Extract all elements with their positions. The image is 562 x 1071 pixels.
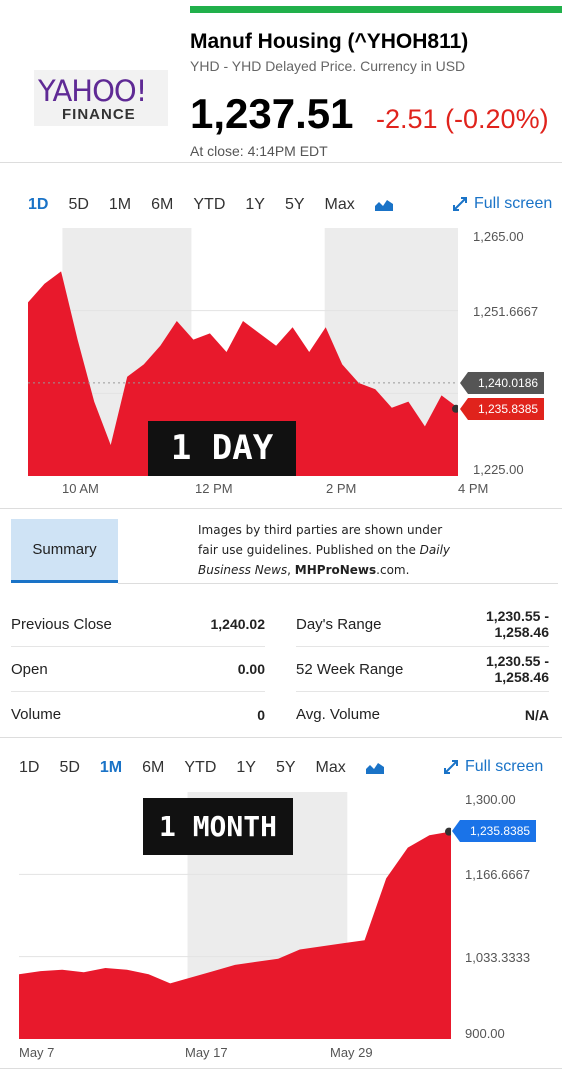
fullscreen-label: Full screen [465, 758, 544, 775]
fullscreen-label: Full screen [474, 195, 553, 212]
range-tab-1y[interactable]: 1Y [245, 196, 265, 213]
stat-label: Volume [11, 706, 62, 723]
stat-label: Previous Close [11, 615, 112, 633]
quote-title: Manuf Housing (^YHOH811) [190, 30, 469, 53]
quote-price: 1,237.51 [190, 90, 354, 137]
series-area [19, 831, 451, 1039]
notice-line: fair use guidelines. Published on the Da… [198, 540, 458, 560]
range-tabs-day: 1D 5D 1M 6M YTD 1Y 5Y Max [28, 196, 393, 214]
stat-label: Open [11, 660, 48, 678]
fair-use-notice: Images by third parties are shown under … [198, 520, 458, 580]
quote-change: -2.51 (-0.20%) [376, 104, 549, 134]
range-tab-6m[interactable]: 6M [142, 759, 165, 776]
range-tab-5y[interactable]: 5Y [275, 759, 296, 776]
stat-value: 0 [257, 706, 265, 723]
last-point-marker [452, 404, 458, 413]
stat-volume: Volume 0 [11, 692, 265, 737]
range-tab-max[interactable]: Max [324, 196, 355, 213]
fullscreen-button-month[interactable]: Full screen [443, 758, 543, 776]
range-high: 1,258.46 [494, 624, 550, 640]
x-tick: 10 AM [62, 481, 99, 496]
x-tick: 12 PM [195, 481, 233, 496]
last-price-tag: 1,235.8385 [459, 398, 545, 420]
yahoo-finance-logo[interactable]: YAHOO! FINANCE [34, 70, 168, 126]
chart-type-icon[interactable] [365, 762, 384, 774]
stat-label: Avg. Volume [296, 706, 380, 723]
last-point-marker [445, 827, 451, 836]
stat-value: N/A [524, 706, 549, 723]
tab-summary-label: Summary [32, 541, 97, 558]
quote-close-time: At close: 4:14PM EDT [190, 143, 328, 159]
logo-subtext: FINANCE [62, 106, 136, 123]
tab-summary[interactable]: Summary [11, 519, 118, 583]
expand-icon [444, 760, 458, 774]
notice-text: , [287, 563, 295, 577]
range-high: 1,258.46 [494, 669, 550, 685]
y-tick: 1,033.3333 [465, 950, 531, 965]
notice-text: fair use guidelines. Published on the [198, 543, 420, 557]
divider [0, 508, 562, 509]
divider [118, 583, 558, 584]
x-tick: May 29 [330, 1045, 373, 1060]
range-low: 1,230.55 - [485, 608, 549, 624]
notice-italic: Business News [198, 563, 288, 577]
range-tab-ytd[interactable]: YTD [193, 196, 226, 213]
range-tab-5d[interactable]: 5D [59, 759, 80, 776]
x-tick: May 17 [185, 1045, 228, 1060]
notice-text: .com. [376, 563, 410, 577]
prev-close-tag: 1,240.0186 [459, 372, 545, 394]
range-tab-5y[interactable]: 5Y [284, 196, 305, 213]
expand-icon [453, 197, 467, 211]
range-tab-1d[interactable]: 1D [28, 196, 49, 213]
notice-line: Business News, MHProNews.com. [198, 560, 458, 580]
last-price-tag: 1,235.8385 [451, 820, 537, 842]
stat-avg-volume: Avg. Volume N/A [296, 692, 549, 737]
range-tab-1m[interactable]: 1M [99, 759, 123, 776]
stat-value: 0.00 [237, 661, 265, 677]
range-low: 1,230.55 - [485, 653, 549, 669]
series-area [28, 271, 458, 476]
y-tick: 1,166.6667 [465, 867, 531, 882]
range-tab-ytd[interactable]: YTD [184, 759, 217, 776]
x-tick: May 7 [19, 1045, 55, 1060]
intraday-chart[interactable] [28, 228, 458, 476]
stat-previous-close: Previous Close 1,240.02 [11, 602, 265, 647]
range-tab-max[interactable]: Max [315, 759, 346, 776]
y-tick: 1,265.00 [473, 229, 524, 244]
y-tick: 1,225.00 [473, 462, 524, 477]
stat-days-range: Day's Range 1,230.55 -1,258.46 [296, 602, 549, 647]
notice-line: Images by third parties are shown under [198, 523, 443, 537]
range-tab-1m[interactable]: 1M [108, 196, 132, 213]
quote-subtitle: YHD - YHD Delayed Price. Currency in USD [190, 58, 466, 74]
x-tick: 2 PM [326, 481, 357, 496]
stat-value: 1,240.02 [210, 616, 266, 632]
y-tick: 900.00 [465, 1026, 505, 1041]
stat-open: Open 0.00 [11, 647, 265, 692]
fullscreen-button-day[interactable]: Full screen [452, 195, 552, 213]
stat-label: 52 Week Range [296, 660, 404, 678]
range-tab-6m[interactable]: 6M [151, 196, 174, 213]
stat-value: 1,230.55 -1,258.46 [486, 608, 549, 640]
stat-52-week-range: 52 Week Range 1,230.55 -1,258.46 [296, 647, 549, 692]
divider [0, 162, 562, 163]
divider [0, 737, 562, 738]
period-badge-month: 1 MONTH [143, 798, 293, 855]
range-tab-1y[interactable]: 1Y [236, 759, 256, 776]
notice-italic: Daily [419, 543, 451, 557]
logo-wordmark: YAHOO! [38, 74, 147, 108]
y-tick: 1,251.6667 [473, 304, 539, 319]
status-accent-bar [190, 6, 562, 13]
range-tab-1d[interactable]: 1D [19, 759, 40, 776]
range-tab-5d[interactable]: 5D [68, 196, 89, 213]
stat-value: 1,230.55 -1,258.46 [486, 653, 549, 685]
y-tick: 1,300.00 [465, 792, 516, 807]
range-tabs-month: 1D 5D 1M 6M YTD 1Y 5Y Max [19, 759, 384, 777]
notice-bold[interactable]: MHProNews [294, 563, 377, 577]
chart-type-icon[interactable] [374, 199, 393, 211]
divider [0, 1068, 562, 1069]
period-badge-day: 1 DAY [148, 421, 296, 476]
x-tick: 4 PM [458, 481, 489, 496]
stat-label: Day's Range [296, 615, 382, 633]
